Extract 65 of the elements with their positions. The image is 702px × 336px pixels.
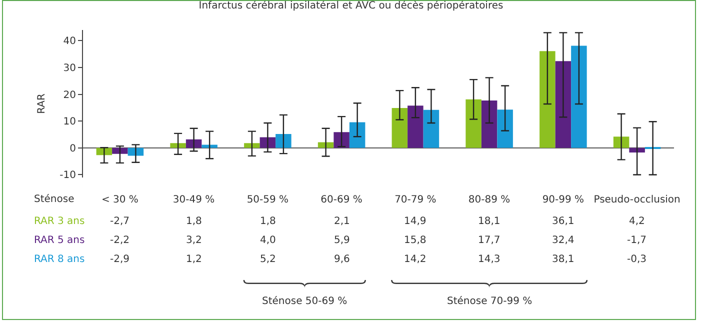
data-label: 36,1 [552, 216, 574, 227]
bar [170, 143, 186, 148]
y-tick-label: 20 [63, 90, 76, 101]
y-tick-label: 30 [63, 63, 76, 74]
data-label: 32,4 [552, 235, 574, 246]
x-tick-label: 50-59 % [246, 194, 289, 206]
data-label: 17,7 [478, 235, 500, 246]
x-tick-label: 80-89 % [468, 194, 510, 206]
bar [555, 61, 572, 148]
data-label: 1,8 [260, 216, 276, 227]
x-tick-label: < 30 % [101, 194, 138, 206]
text: RAR 5 ans [34, 235, 85, 246]
y-tick-label: 10 [63, 116, 76, 128]
bar [112, 148, 128, 154]
data-label: 14,9 [404, 216, 426, 227]
data-label: 1,8 [186, 216, 202, 227]
chart-title: Infarctus cérébral ipsilatéral et AVC ou décès périopératoires [198, 0, 504, 12]
data-label: 15,8 [404, 235, 426, 246]
bar [466, 99, 482, 148]
y-axis-title: RAR [36, 93, 48, 114]
bar [244, 143, 260, 148]
x-tick-label: 90-99 % [542, 194, 584, 206]
y-tick-label: 40 [63, 36, 76, 48]
bar [481, 100, 498, 148]
bar [276, 134, 292, 148]
data-label: 14,2 [404, 254, 426, 265]
bar [497, 110, 513, 148]
text: Sténose [34, 194, 74, 205]
bar [629, 148, 645, 152]
data-label: 4,2 [629, 216, 645, 227]
data-label: 18,1 [478, 216, 500, 227]
x-tick-label: 60-69 % [320, 194, 362, 206]
data-label: 38,1 [552, 254, 574, 265]
text: Sténose 70-99 % [447, 296, 532, 307]
data-label: -1,7 [627, 235, 647, 246]
data-label: -2,2 [110, 235, 130, 246]
bar [392, 108, 408, 148]
bar [571, 46, 587, 148]
text: RAR 3 ans [34, 216, 85, 227]
data-label: -2,9 [110, 254, 130, 265]
y-tick-label: 0 [70, 143, 76, 154]
x-tick-label: 70-79 % [394, 194, 436, 206]
y-tick-label: -10 [60, 170, 76, 182]
data-label: 5,9 [334, 235, 350, 246]
bar [349, 122, 366, 148]
x-tick-label: 30-49 % [172, 194, 215, 206]
bar [408, 106, 424, 148]
data-label: 14,3 [478, 254, 500, 265]
data-label: -2,7 [110, 216, 130, 227]
data-label: -0,3 [627, 254, 647, 265]
data-label: 4,0 [260, 235, 276, 246]
bar [613, 136, 630, 148]
bar [260, 137, 276, 148]
data-label: 9,6 [334, 254, 350, 265]
data-label: 2,1 [334, 216, 350, 227]
data-label: 5,2 [260, 254, 276, 265]
bar [423, 110, 440, 148]
data-label: 3,2 [186, 235, 202, 246]
bar [540, 51, 556, 148]
text: Sténose 50-69 % [262, 296, 348, 307]
text: RAR 8 ans [34, 254, 85, 265]
data-label: 1,2 [186, 254, 202, 265]
bar [334, 132, 350, 148]
x-tick-label: Pseudo-occlusion [594, 194, 680, 206]
bar [202, 144, 218, 148]
